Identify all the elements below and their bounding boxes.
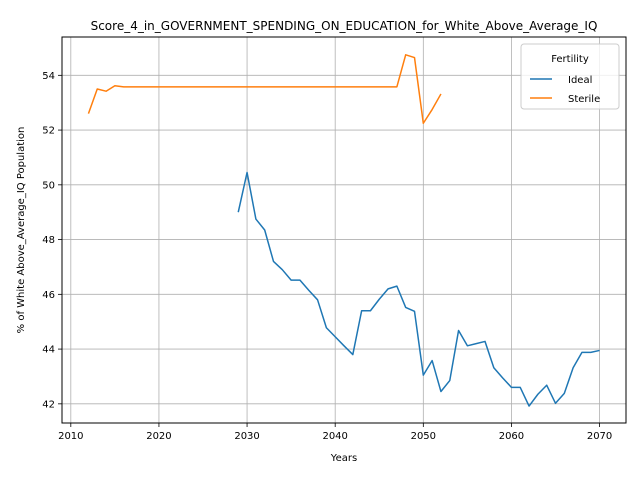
axis-ticks: 2010 2020 2030 2040 2050 2060 2070 42 44 46 48 50 52…	[42, 71, 612, 442]
x-axis-label: Years	[330, 453, 357, 464]
x-tick-label: 2060	[499, 431, 524, 442]
legend-label-sterile: Sterile	[568, 94, 600, 105]
series-lines	[87, 54, 600, 407]
legend-title: Fertility	[551, 54, 589, 65]
series-line-ideal	[237, 171, 600, 407]
x-tick-label: 2020	[146, 431, 171, 442]
y-tick-label: 48	[42, 235, 55, 246]
grid-lines	[62, 37, 626, 423]
legend-label-ideal: Ideal	[568, 75, 592, 86]
y-tick-label: 44	[42, 345, 55, 356]
x-tick-label: 2010	[58, 431, 83, 442]
y-tick-label: 50	[42, 180, 55, 191]
plot-frame	[61, 36, 627, 424]
y-axis-label: % of White Above_Average_IQ Population	[16, 127, 27, 334]
y-tick-label: 54	[42, 71, 55, 82]
x-tick-label: 2030	[234, 431, 259, 442]
legend: Fertility Ideal Sterile	[520, 43, 620, 110]
y-tick-label: 42	[42, 399, 55, 410]
y-tick-label: 52	[42, 126, 55, 137]
legend-box	[520, 43, 620, 110]
x-tick-label: 2050	[411, 431, 436, 442]
series-line-sterile	[87, 54, 442, 124]
y-tick-label: 46	[42, 290, 55, 301]
x-tick-label: 2040	[322, 431, 347, 442]
chart-title: Score_4_in_GOVERNMENT_SPENDING_ON_EDUCAT…	[91, 19, 598, 33]
x-tick-label: 2070	[587, 431, 612, 442]
